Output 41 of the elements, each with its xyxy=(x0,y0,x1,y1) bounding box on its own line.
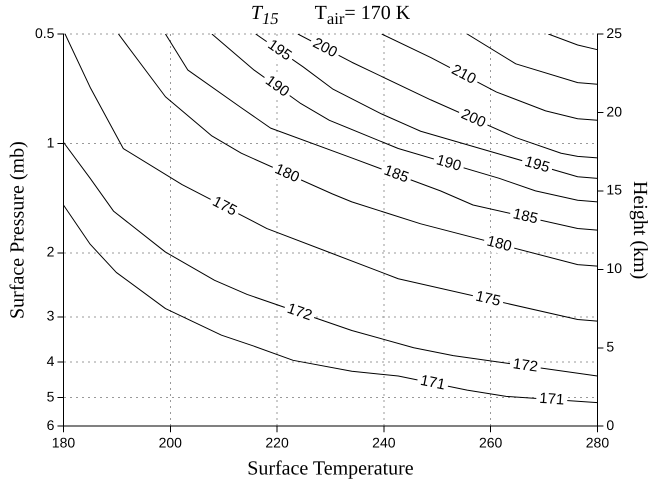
y-tick-label: 1 xyxy=(46,134,55,150)
text: 175 xyxy=(474,288,502,310)
x-tick-label: 240 xyxy=(372,434,396,450)
x-tick-label: 200 xyxy=(158,434,182,450)
series-label: 171 xyxy=(538,390,565,409)
text: 172 xyxy=(512,355,539,376)
y-tick-label: 0.5 xyxy=(34,24,55,41)
y2-tick-label: 5 xyxy=(606,338,614,355)
text: 175 xyxy=(210,192,240,220)
y2-tick-label: 15 xyxy=(606,182,622,198)
text: 195 xyxy=(264,36,295,64)
x-tick-label: 180 xyxy=(52,434,76,450)
text: 185 xyxy=(511,205,540,228)
text: 195 xyxy=(522,153,552,176)
x-tick-label: 260 xyxy=(478,434,503,450)
text: 200 xyxy=(458,106,488,132)
text: 180 xyxy=(485,232,514,256)
y-tick-label: 4 xyxy=(46,353,55,370)
text: 171 xyxy=(418,372,447,394)
x-tick-label: 280 xyxy=(586,434,610,450)
y-tick-label: 3 xyxy=(46,308,55,324)
text: 172 xyxy=(284,300,314,324)
x-axis-title: Surface Temperature xyxy=(247,457,414,480)
y2-tick-label: 20 xyxy=(606,103,622,120)
text: 190 xyxy=(262,72,292,100)
text: 185 xyxy=(382,162,411,186)
x-tick-label: 220 xyxy=(265,434,289,450)
text: 210 xyxy=(448,61,479,88)
text: 190 xyxy=(434,151,464,175)
y2-axis-title: Height (km) xyxy=(628,180,651,280)
y2-tick-label: 0 xyxy=(606,417,614,434)
chart-title: T$_{15}$ xyxy=(250,2,279,28)
text: 200 xyxy=(310,34,340,62)
y2-tick-label: 25 xyxy=(606,24,622,41)
chart-subtitle: T$_{air}$= 170 K xyxy=(314,2,410,28)
y-tick-label: 5 xyxy=(46,388,55,404)
y-axis-title: Surface Pressure (mb) xyxy=(6,141,28,319)
y-tick-label: 2 xyxy=(46,244,55,260)
text: 180 xyxy=(272,160,302,186)
y2-tick-label: 10 xyxy=(606,260,622,276)
y-tick-label: 6 xyxy=(46,417,55,434)
